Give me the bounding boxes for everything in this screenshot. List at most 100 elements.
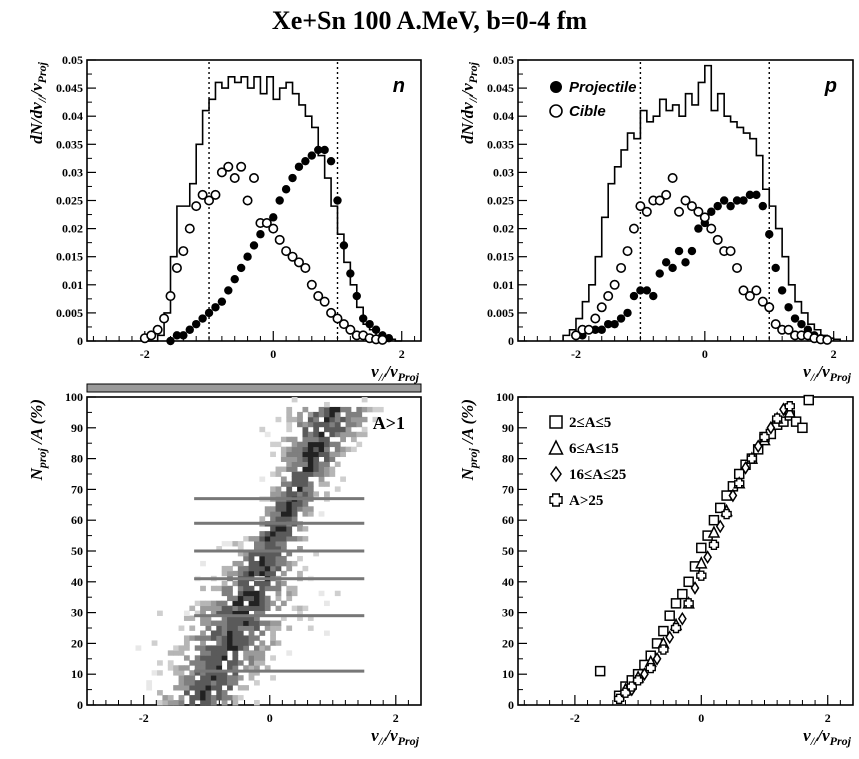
density-cell: [264, 506, 271, 512]
density-cell: [318, 590, 325, 597]
data-point: [152, 324, 163, 335]
density-cell: [313, 421, 320, 428]
data-point: [725, 246, 736, 257]
density-cell: [334, 461, 341, 467]
density-cell: [286, 416, 293, 423]
y-tick-label: 70: [502, 482, 514, 496]
data-point: [191, 319, 201, 329]
density-cell: [254, 580, 260, 587]
density-cell: [173, 685, 179, 691]
panel-tag: n: [393, 75, 405, 97]
density-cell: [291, 451, 298, 458]
density-cell: [286, 501, 293, 507]
density-cell: [259, 555, 266, 562]
density-cell: [280, 446, 287, 453]
data-point: [803, 394, 815, 406]
density-cell: [286, 526, 293, 532]
density-cell: [286, 436, 293, 443]
density-cell: [275, 565, 282, 572]
density-cell: [178, 670, 185, 676]
density-cell: [254, 546, 260, 552]
density-cell: [216, 690, 223, 696]
density-cell: [264, 555, 271, 562]
data-point: [766, 420, 776, 435]
density-cell: [200, 630, 206, 636]
density-cell: [329, 411, 336, 418]
data-point: [204, 195, 215, 206]
density-cell: [221, 635, 228, 641]
density-cell: [286, 511, 293, 517]
density-cell: [216, 610, 223, 616]
density-cell: [237, 605, 244, 612]
density-cell: [183, 635, 190, 641]
density-cell: [221, 640, 228, 646]
data-point: [210, 189, 221, 200]
density-cell: [259, 476, 266, 482]
density-cell: [313, 491, 320, 497]
data-point: [249, 241, 259, 250]
density-cell: [167, 665, 174, 671]
density-cell: [232, 660, 239, 666]
density-cell: [205, 675, 212, 681]
density-stripe: [194, 614, 365, 618]
density-cell: [275, 560, 282, 567]
density-cell: [307, 431, 314, 438]
density-cell: [259, 620, 266, 626]
density-cell: [280, 511, 287, 517]
density-cell: [372, 406, 379, 413]
density-cell: [178, 675, 185, 681]
density-cell: [248, 600, 255, 607]
density-cell: [221, 570, 228, 577]
data-point: [217, 297, 227, 306]
density-cell: [194, 600, 201, 607]
density-cell: [329, 466, 336, 472]
density-cell: [221, 700, 228, 706]
density-cell: [254, 565, 260, 572]
data-point: [281, 185, 291, 194]
density-cell: [205, 635, 212, 641]
density-cell: [356, 421, 363, 428]
density-cell: [237, 610, 244, 616]
y-tick-label: 0: [508, 698, 514, 712]
data-point: [185, 325, 194, 334]
density-cell: [270, 451, 276, 458]
density-cell: [324, 411, 330, 418]
data-point: [616, 314, 626, 323]
density-cell: [324, 481, 330, 487]
density-cell: [259, 600, 266, 607]
density-cell: [243, 555, 250, 562]
data-point: [191, 201, 202, 212]
density-cell: [270, 526, 276, 532]
density-cell: [291, 436, 298, 443]
density-cell: [264, 511, 271, 517]
y-axis-title: dN/dv///vProj: [458, 61, 480, 144]
density-cell: [237, 695, 244, 701]
density-cell: [302, 526, 309, 532]
density-cell: [367, 406, 373, 413]
density-cell: [254, 635, 260, 641]
y-tick-label: 0.035: [487, 137, 514, 151]
density-cell: [286, 516, 293, 522]
density-cell: [200, 600, 206, 607]
density-cell: [307, 456, 314, 462]
density-cell: [178, 700, 185, 706]
data-point: [777, 286, 787, 295]
density-cell: [248, 640, 255, 646]
density-cell: [205, 650, 212, 656]
density-cell: [356, 411, 363, 418]
data-point: [732, 262, 743, 273]
density-cell: [221, 680, 228, 686]
y-tick-label: 100: [496, 390, 514, 404]
density-cell: [205, 665, 212, 671]
density-cell: [291, 506, 298, 512]
density-cell: [345, 406, 352, 413]
density-cell: [264, 560, 271, 567]
y-tick-label: 40: [502, 575, 514, 589]
y-tick-label: 0.02: [493, 222, 514, 236]
density-cell: [264, 595, 271, 602]
density-cell: [302, 446, 309, 453]
density-cell: [264, 541, 271, 547]
density-cell: [178, 625, 185, 631]
x-tick-label: 2: [399, 347, 405, 361]
density-cell: [237, 551, 244, 557]
